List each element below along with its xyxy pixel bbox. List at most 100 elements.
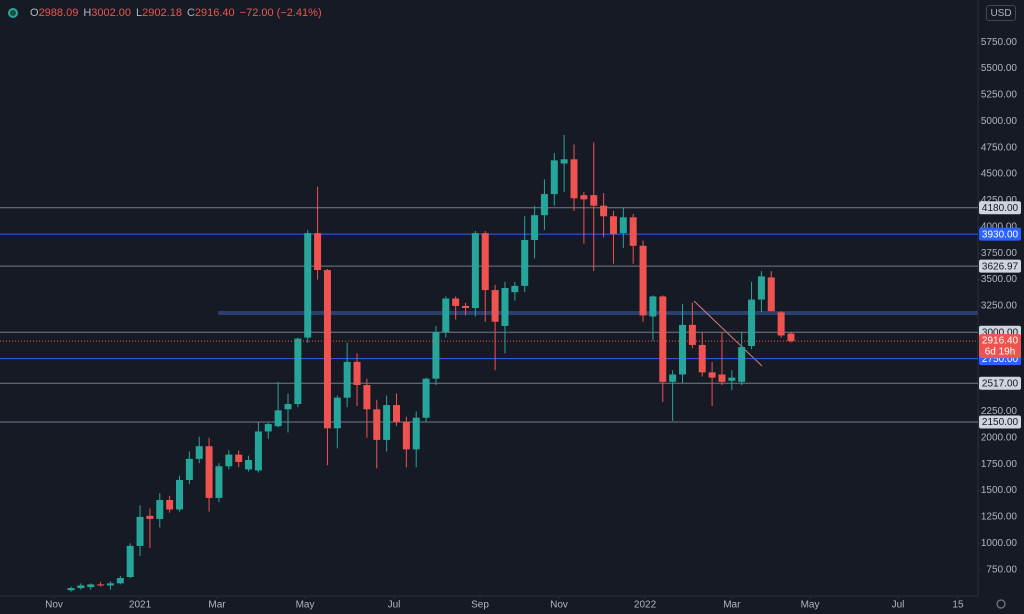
candle-body xyxy=(757,276,765,300)
y-tick-label: 4000.00 xyxy=(981,221,1018,232)
ohlc-value: 2902.18 xyxy=(142,7,182,19)
candle-body xyxy=(304,233,312,338)
candle-body xyxy=(294,338,302,405)
level-label: 2150.00 xyxy=(982,417,1019,428)
candle-body xyxy=(629,217,637,246)
candle-body xyxy=(481,233,489,291)
ohlc-label: C xyxy=(186,7,195,19)
y-tick-label: 1750.00 xyxy=(981,459,1018,470)
x-tick-label: Mar xyxy=(723,600,741,611)
y-tick-label: 3500.00 xyxy=(981,274,1018,285)
y-tick-label: 1500.00 xyxy=(981,485,1018,496)
level-badge xyxy=(979,376,1021,390)
candle-body xyxy=(126,545,134,578)
candle-body xyxy=(343,361,351,398)
candle-body xyxy=(156,500,164,519)
candle-body xyxy=(669,374,677,382)
visibility-dot[interactable] xyxy=(8,8,18,18)
candle-body xyxy=(245,459,253,470)
candle-body xyxy=(412,417,420,450)
x-tick-label: Jul xyxy=(388,600,401,611)
y-tick-label: 2250.00 xyxy=(981,406,1018,417)
candle-body xyxy=(314,233,322,271)
candle-body xyxy=(462,305,470,309)
candle-body xyxy=(659,296,667,382)
candle-body xyxy=(609,216,617,235)
candle-body xyxy=(600,205,608,217)
candle-body xyxy=(422,378,430,418)
ohlc-label: L xyxy=(136,7,143,19)
candle-body xyxy=(136,516,144,546)
candle-body xyxy=(590,195,598,206)
candle-body xyxy=(540,194,548,216)
candle-body xyxy=(639,245,647,316)
settings-gear[interactable] xyxy=(996,599,1006,609)
level-badge xyxy=(979,259,1021,273)
candle-body xyxy=(363,385,371,410)
candle-body xyxy=(264,424,272,432)
candle-body xyxy=(176,479,184,510)
x-tick-label: Jul xyxy=(892,600,905,611)
y-tick-label: 4750.00 xyxy=(981,142,1018,153)
settings-icon[interactable] xyxy=(996,599,1006,609)
candle-body xyxy=(116,578,124,584)
candle-body xyxy=(560,159,568,164)
price-badge-countdown: 6d 19h xyxy=(985,347,1016,358)
candle-body xyxy=(767,277,775,312)
candle-body xyxy=(353,361,361,386)
candle-body xyxy=(402,421,410,450)
candle-body xyxy=(274,410,282,427)
candle-body xyxy=(383,405,391,440)
candle-body xyxy=(511,285,519,293)
ohlc-label: H xyxy=(83,7,92,19)
candle-body xyxy=(392,405,400,422)
x-tick-label: Sep xyxy=(471,600,489,611)
candle-body xyxy=(284,404,292,410)
candle-body xyxy=(688,324,696,345)
level-label: 2750.00 xyxy=(982,354,1019,365)
y-tick-label: 3750.00 xyxy=(981,248,1018,259)
ohlc-legend: O 2988.09 H 3002.00 L 2902.18 C 2916.40 −72.00 (… xyxy=(8,5,327,21)
candle-body xyxy=(708,372,716,378)
candle-body xyxy=(679,324,687,375)
x-tick-label: 2022 xyxy=(634,600,657,611)
candle-body xyxy=(787,333,795,342)
x-tick-label: May xyxy=(801,600,820,611)
x-tick-label: Nov xyxy=(45,600,63,611)
level-label: 3930.00 xyxy=(982,229,1019,240)
candle-body xyxy=(205,446,213,498)
x-tick-label: 2021 xyxy=(129,600,152,611)
candle-body xyxy=(185,458,193,480)
trend-line xyxy=(693,300,763,367)
candle-body xyxy=(77,585,85,589)
ohlc-value: 3002.00 xyxy=(91,7,132,19)
x-tick-label: May xyxy=(296,600,315,611)
level-label: 3626.97 xyxy=(982,261,1019,272)
currency-button[interactable]: USD xyxy=(986,5,1016,21)
x-tick-label: Mar xyxy=(208,600,226,611)
level-badge xyxy=(979,227,1021,241)
candle-body xyxy=(235,454,243,463)
y-tick-label: 4500.00 xyxy=(981,169,1018,180)
candle-body xyxy=(501,287,509,326)
candle-body xyxy=(471,233,479,309)
change-value: −72.00 (−2.41%) xyxy=(239,7,322,19)
candle-body xyxy=(87,584,95,588)
level-badge xyxy=(979,201,1021,215)
ohlc-value: 2988.09 xyxy=(38,7,79,19)
candle-body xyxy=(254,431,262,471)
candle-body xyxy=(698,344,706,373)
candle-body xyxy=(442,298,450,333)
level-badge xyxy=(979,415,1021,429)
level-label: 2517.00 xyxy=(982,378,1019,389)
candle-body xyxy=(432,332,440,379)
candle-body xyxy=(215,466,223,498)
y-tick-label: 2000.00 xyxy=(981,432,1018,443)
y-tick-label: 1250.00 xyxy=(981,512,1018,523)
candle-body xyxy=(570,159,578,199)
support-zone xyxy=(218,311,978,315)
candle-body xyxy=(333,397,341,429)
candle-body xyxy=(580,195,588,200)
